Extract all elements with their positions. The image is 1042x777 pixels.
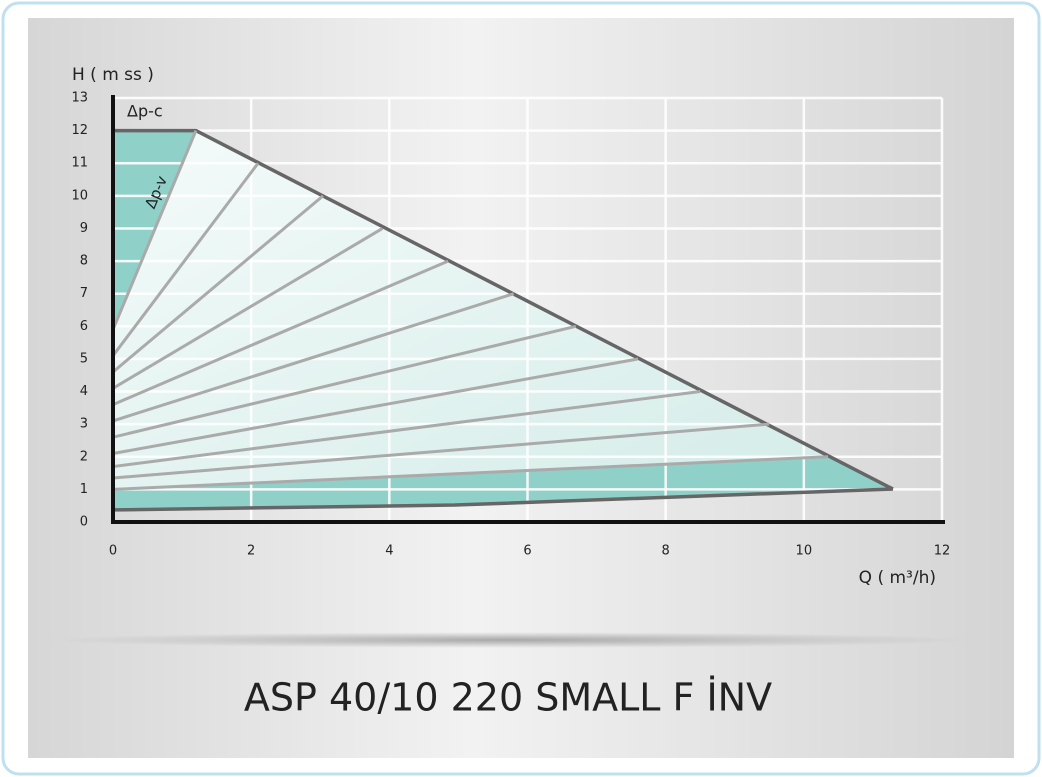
curve — [112, 227, 384, 390]
curve — [112, 455, 829, 491]
x-tick-label: 2 — [247, 544, 255, 559]
curve — [112, 194, 324, 374]
curve — [112, 324, 577, 439]
y-tick-label: 12 — [71, 123, 88, 138]
x-tick-label: 10 — [796, 544, 813, 559]
y-tick-label: 0 — [80, 515, 88, 530]
annotation: Δp-c — [127, 102, 163, 121]
curve — [111, 130, 198, 331]
y-tick-label: 2 — [80, 449, 88, 464]
curve — [113, 128, 894, 491]
y-tick-label: 4 — [80, 384, 88, 399]
envelope-fill — [113, 130, 893, 510]
y-tick-label: 11 — [71, 156, 88, 171]
chart-title: ASP 40/10 220 SMALL F İNV — [244, 676, 772, 720]
x-tick-label: 8 — [662, 544, 670, 559]
y-tick-label: 5 — [80, 351, 88, 366]
x-tick-label: 6 — [523, 544, 531, 559]
curve — [112, 259, 449, 406]
x-axis-label: Q ( m³/h) — [859, 568, 936, 588]
curve — [112, 390, 701, 469]
y-tick-label: 13 — [71, 91, 88, 106]
y-tick-label: 6 — [80, 319, 88, 334]
curve — [112, 422, 770, 480]
bottom-fill — [113, 456, 893, 510]
y-tick-label: 3 — [80, 417, 88, 432]
y-tick-label: 9 — [80, 221, 88, 236]
x-tick-label: 4 — [385, 544, 393, 559]
curve — [112, 292, 515, 423]
curve — [112, 357, 639, 455]
y-axis-label: H ( m ss ) — [72, 65, 154, 85]
x-tick-label: 0 — [109, 544, 117, 559]
y-tick-label: 7 — [80, 286, 88, 301]
y-tick-label: 10 — [71, 188, 88, 203]
curve — [111, 162, 260, 357]
x-tick-label: 12 — [934, 544, 951, 559]
shadow — [50, 632, 970, 648]
y-tick-label: 1 — [80, 482, 88, 497]
curve — [112, 487, 894, 512]
y-tick-label: 8 — [80, 254, 88, 269]
